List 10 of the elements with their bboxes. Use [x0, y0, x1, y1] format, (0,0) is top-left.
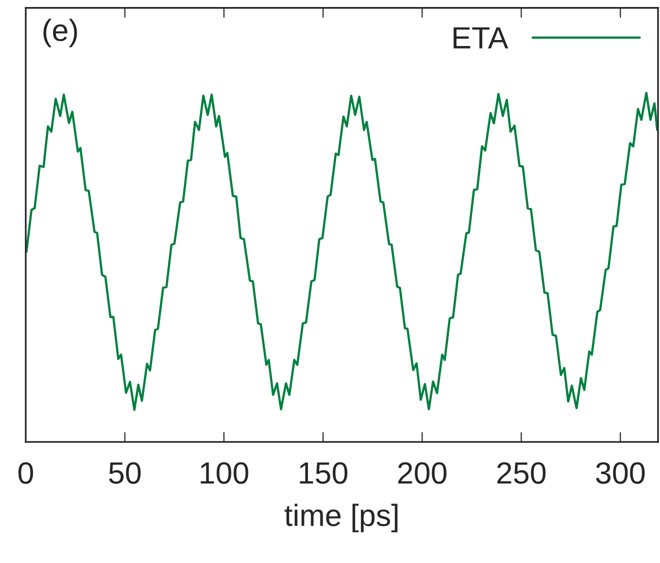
- x-tick-label: 0: [18, 462, 34, 484]
- x-tick-label: 200: [398, 462, 446, 484]
- x-tick-label: 100: [200, 462, 248, 484]
- x-tick-label: 150: [300, 462, 348, 484]
- x-tick-label: 300: [596, 462, 645, 484]
- x-tick-label: 50: [109, 462, 141, 484]
- legend-label: ETA: [454, 27, 508, 48]
- text: (e): [43, 18, 77, 48]
- x-tick-label: 250: [497, 462, 546, 484]
- x-axis-title: time [ps]: [284, 504, 398, 532]
